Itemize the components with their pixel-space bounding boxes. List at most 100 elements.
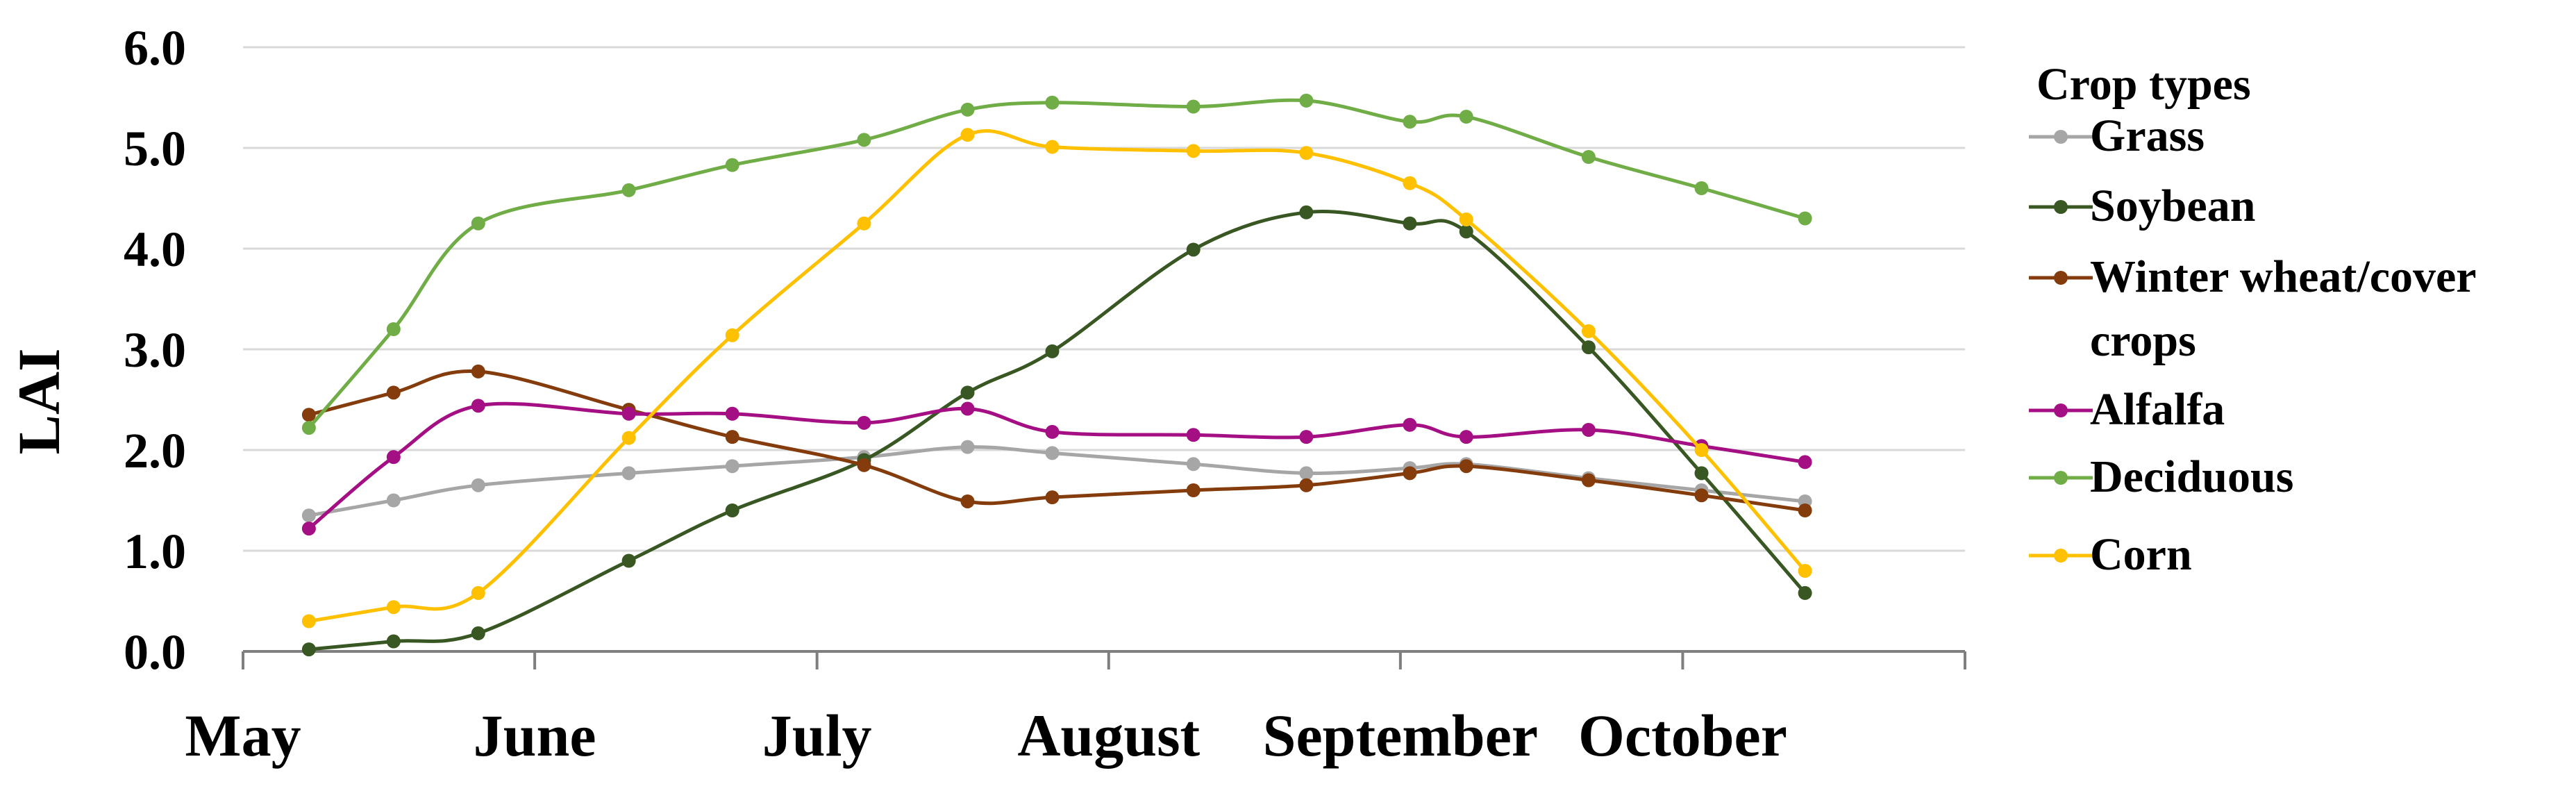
y-tick-label: 2.0 — [124, 423, 186, 478]
legend-label: Grass — [2090, 110, 2205, 161]
series-line-winter-wheat-cover-crops — [308, 369, 1805, 513]
data-point-alfalfa — [857, 415, 871, 430]
data-point-soybean — [1299, 205, 1314, 219]
data-point-soybean — [1581, 340, 1596, 355]
data-point-alfalfa — [1186, 428, 1201, 442]
legend-items: Grass Soybean Winter wheat/cover crops Alfal… — [2029, 110, 2477, 580]
data-point-grass — [960, 440, 975, 454]
data-point-corn — [1694, 443, 1709, 457]
x-tick-label: October — [1578, 702, 1787, 769]
y-tick-label: 5.0 — [124, 121, 186, 176]
data-point-soybean — [725, 503, 739, 517]
x-tick-label: August — [1017, 702, 1200, 769]
y-tick-label: 0.0 — [124, 624, 186, 680]
legend-label: Winter wheat/cover crops — [2090, 251, 2477, 366]
data-point-grass — [725, 459, 739, 474]
data-point-soybean — [1045, 344, 1060, 358]
data-point-winter-wheat-cover-crops — [1403, 466, 1417, 481]
data-point-winter-wheat-cover-crops — [1694, 488, 1709, 503]
data-point-corn — [960, 128, 975, 142]
data-point-deciduous — [725, 158, 739, 172]
legend-swatch-marker — [2054, 200, 2068, 214]
data-point-winter-wheat-cover-crops — [301, 408, 316, 422]
axes — [242, 650, 1966, 669]
data-point-alfalfa — [386, 450, 401, 465]
data-point-alfalfa — [301, 522, 316, 536]
legend-swatch-marker — [2054, 271, 2068, 285]
legend-item-corn: Corn — [2029, 529, 2192, 580]
data-point-soybean — [1798, 585, 1812, 600]
y-tick-label: 1.0 — [124, 524, 186, 579]
data-point-soybean — [1403, 216, 1417, 231]
legend-swatch-marker — [2054, 130, 2068, 144]
data-point-winter-wheat-cover-crops — [1798, 503, 1812, 517]
data-point-winter-wheat-cover-crops — [1299, 478, 1314, 492]
x-tick-label: May — [185, 702, 301, 769]
series-deciduous — [301, 93, 1812, 435]
data-point-alfalfa — [621, 406, 636, 421]
y-tick-labels: 0.0 1.0 2.0 3.0 4.0 5.0 6.0 — [124, 20, 186, 680]
data-point-winter-wheat-cover-crops — [725, 430, 739, 444]
series-alfalfa — [301, 399, 1812, 536]
series-lines — [301, 93, 1812, 657]
data-point-deciduous — [960, 102, 975, 117]
data-point-deciduous — [1694, 181, 1709, 195]
data-point-alfalfa — [960, 401, 975, 416]
data-point-corn — [386, 600, 401, 615]
data-point-alfalfa — [1798, 455, 1812, 469]
data-point-corn — [1459, 212, 1473, 226]
y-axis-label: LAI — [6, 349, 72, 455]
data-point-deciduous — [1299, 93, 1314, 108]
legend-item-alfalfa: Alfalfa — [2029, 384, 2225, 435]
data-point-deciduous — [1459, 110, 1473, 124]
series-corn — [301, 128, 1812, 628]
legend-label: Deciduous — [2090, 451, 2293, 502]
series-line-deciduous — [308, 98, 1806, 429]
data-point-corn — [471, 585, 485, 600]
data-point-corn — [1403, 176, 1417, 190]
x-tick-label: June — [474, 702, 596, 769]
data-point-alfalfa — [1581, 423, 1596, 437]
series-line-alfalfa — [308, 401, 1805, 531]
y-tick-label: 4.0 — [124, 222, 186, 277]
data-point-grass — [1186, 457, 1201, 472]
data-point-deciduous — [471, 216, 485, 231]
data-point-corn — [1581, 324, 1596, 338]
data-point-alfalfa — [1045, 424, 1060, 439]
data-point-grass — [471, 478, 485, 492]
data-point-soybean — [1694, 466, 1709, 481]
data-point-grass — [1045, 446, 1060, 460]
data-point-winter-wheat-cover-crops — [857, 458, 871, 472]
data-point-grass — [621, 466, 636, 481]
data-point-deciduous — [621, 183, 636, 197]
x-tick-label: July — [762, 702, 872, 769]
data-point-alfalfa — [725, 406, 739, 421]
legend-swatch-marker — [2054, 403, 2068, 417]
data-point-soybean — [471, 626, 485, 640]
data-point-deciduous — [301, 421, 316, 435]
data-point-alfalfa — [471, 399, 485, 413]
data-point-corn — [725, 328, 739, 342]
data-point-winter-wheat-cover-crops — [960, 494, 975, 508]
data-point-corn — [1299, 146, 1314, 160]
data-point-deciduous — [386, 322, 401, 336]
x-tick-labels: May June July August September October — [185, 702, 1787, 769]
y-tick-label: 3.0 — [124, 322, 186, 378]
legend-item-grass: Grass — [2029, 110, 2205, 161]
legend-item-deciduous: Deciduous — [2029, 451, 2293, 502]
data-point-soybean — [1186, 242, 1201, 257]
legend-label: Alfalfa — [2090, 384, 2225, 435]
legend-label: Soybean — [2090, 181, 2255, 231]
data-point-corn — [857, 216, 871, 231]
data-point-winter-wheat-cover-crops — [1186, 483, 1201, 497]
data-point-winter-wheat-cover-crops — [471, 364, 485, 378]
legend-swatch-marker — [2054, 549, 2068, 563]
x-tick-label: September — [1263, 702, 1538, 769]
data-point-alfalfa — [1299, 430, 1314, 444]
data-point-corn — [621, 431, 636, 445]
data-point-corn — [1798, 564, 1812, 578]
legend-item-soybean: Soybean — [2029, 181, 2255, 231]
data-point-winter-wheat-cover-crops — [1459, 459, 1473, 474]
legend-label: Corn — [2090, 529, 2192, 580]
